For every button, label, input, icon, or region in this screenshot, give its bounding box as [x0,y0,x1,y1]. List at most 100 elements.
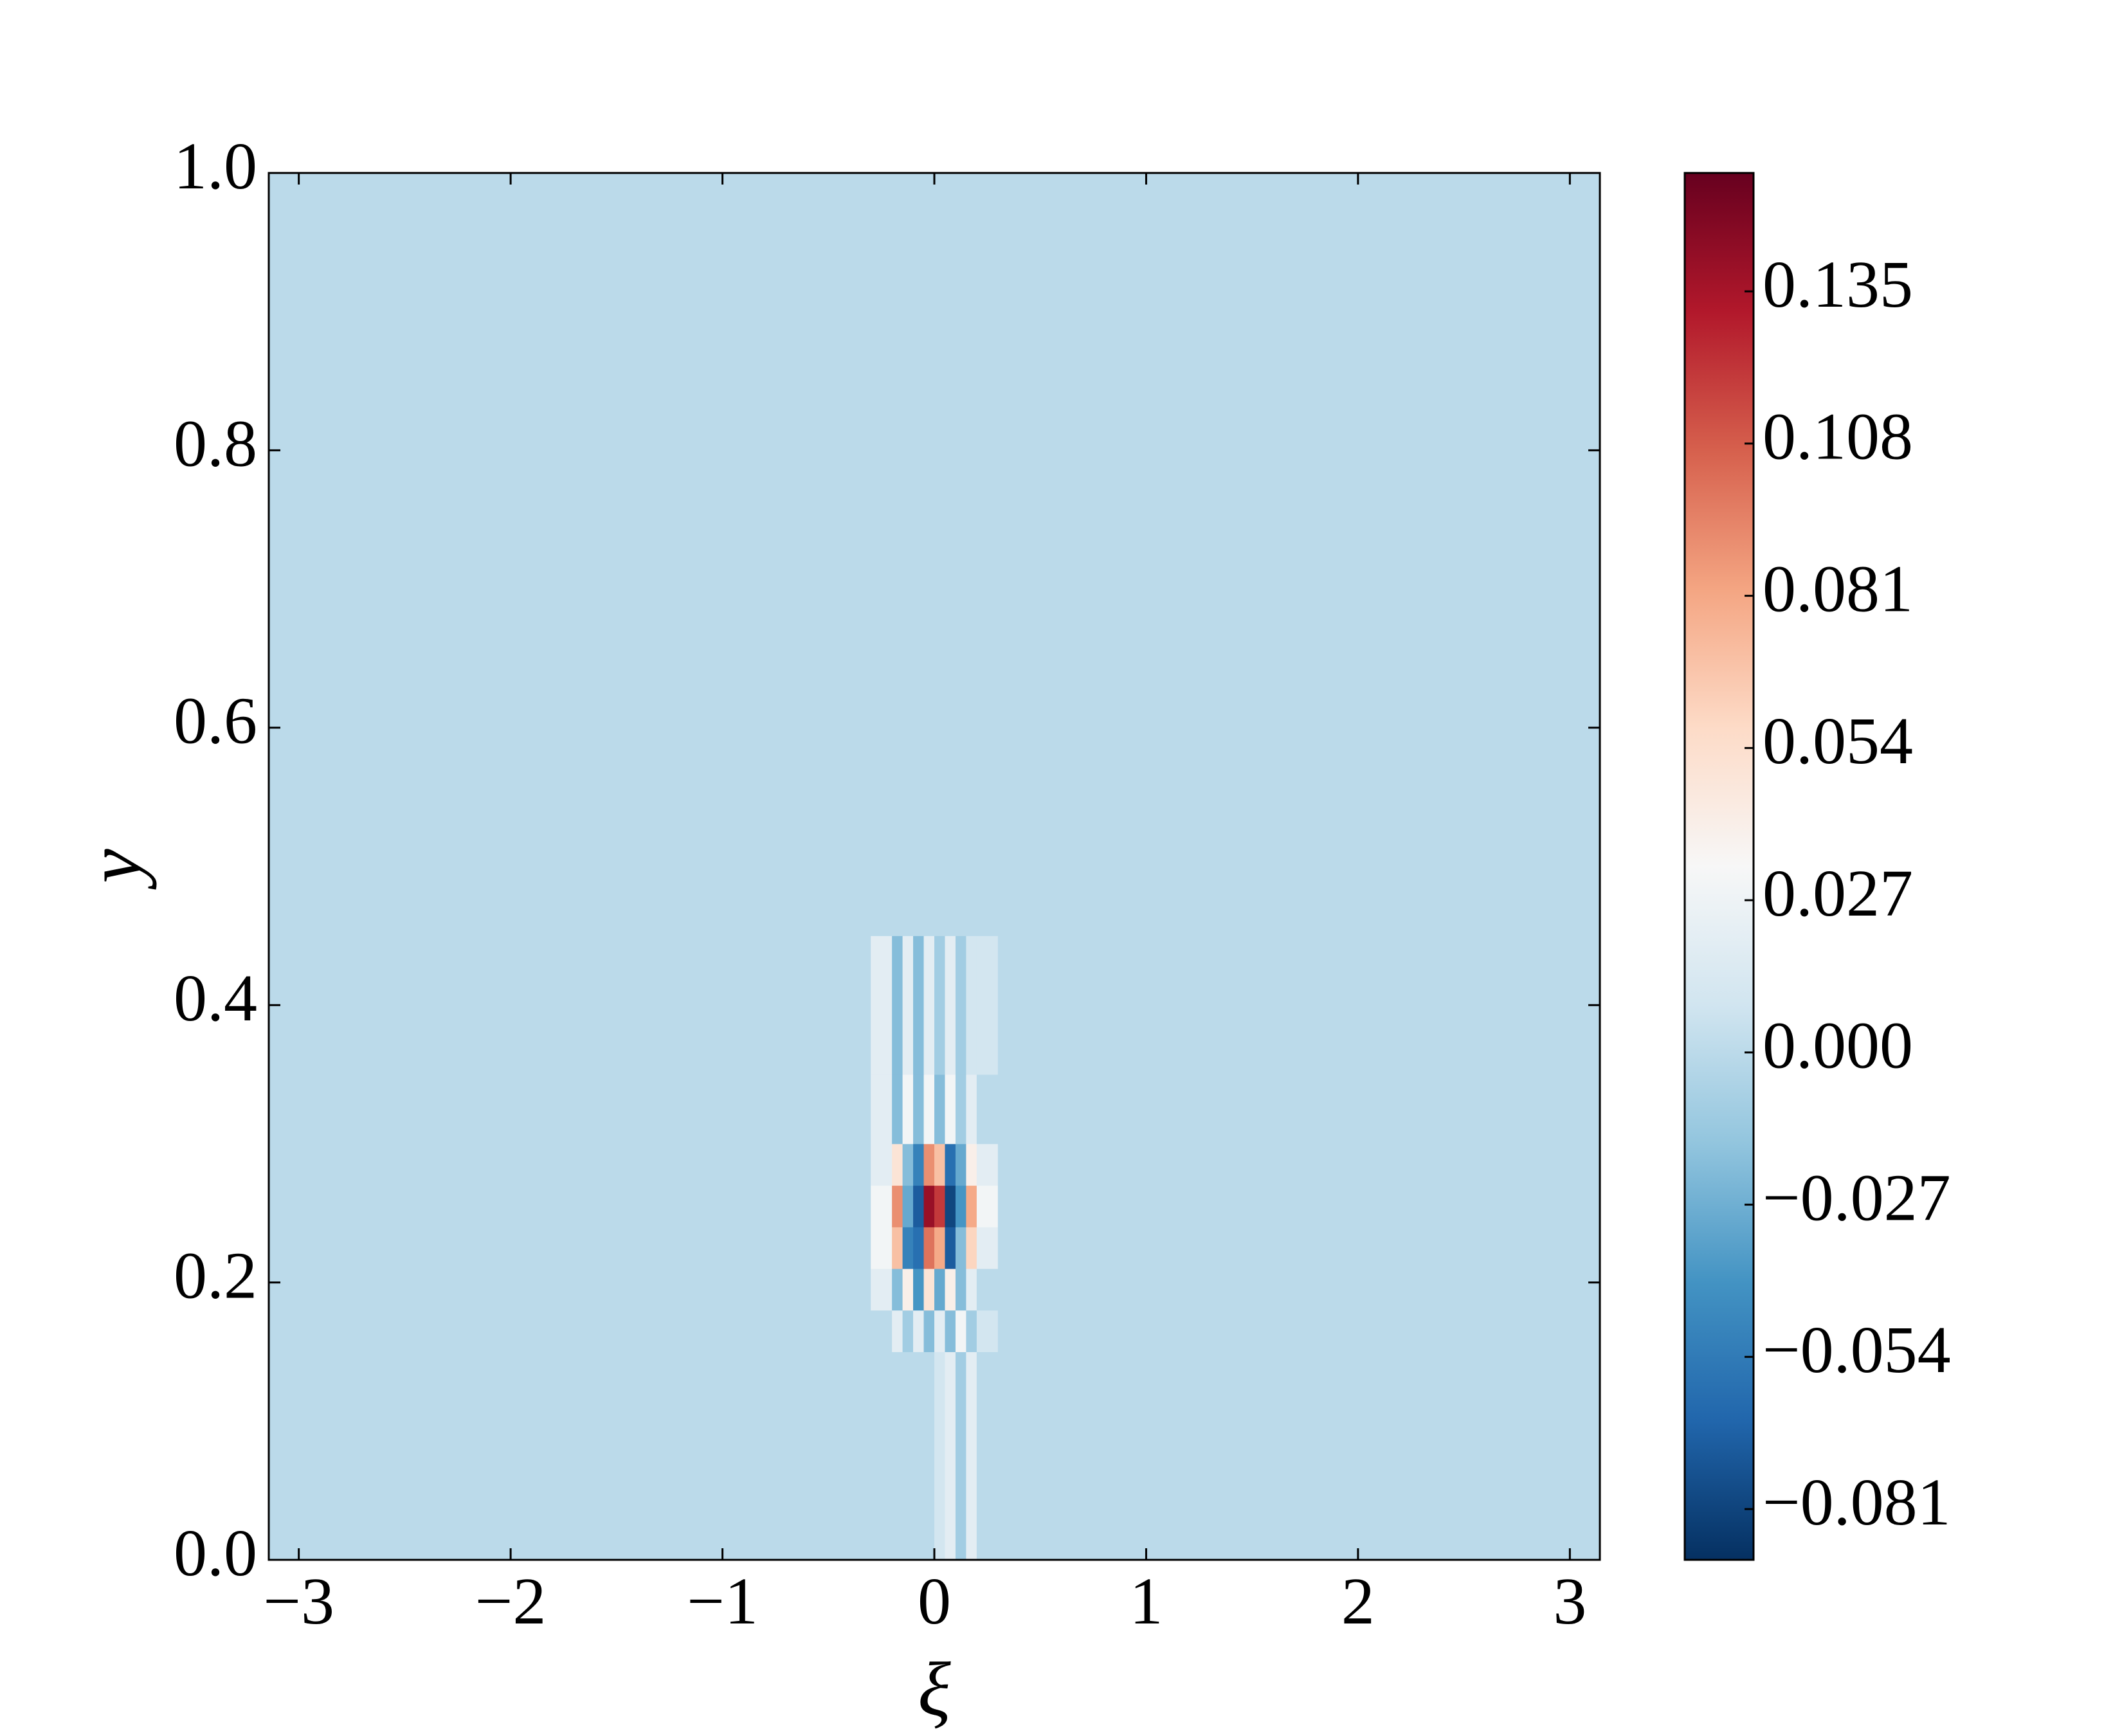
heatmap-cell [976,1310,999,1352]
heatmap-cell [966,1227,977,1269]
heatmap-cell [871,1143,893,1186]
heatmap-cell [997,1185,1601,1227]
heatmap-cell [902,1269,914,1311]
heatmap-cell [955,1143,966,1186]
heatmap-cell [923,1227,935,1269]
heatmap-cell [997,1352,1601,1560]
heatmap-cell [997,1227,1601,1269]
heatmap-cell [934,936,945,1075]
heatmap-cell [871,1074,893,1144]
heatmap-cell [945,1310,956,1352]
colorbar-tick-label: 0.027 [1763,856,1913,930]
heatmap-cell [966,1352,977,1560]
heatmap-cell [976,173,999,936]
heatmap-cell [976,1227,999,1269]
heatmap-cell [923,1352,935,1560]
heatmap-cell [892,936,903,1075]
y-tick-label: 0.8 [174,406,257,480]
heatmap-cell [934,1310,945,1352]
x-tick-label: 1 [1129,1564,1163,1638]
x-tick-label: 3 [1553,1564,1586,1638]
heatmap-cell [902,1143,914,1186]
heatmap-cell [923,936,935,1075]
heatmap-cell [945,1227,956,1269]
heatmap-cell [934,1143,945,1186]
heatmap-cell [976,1185,999,1227]
heatmap-cell [913,1227,925,1269]
heatmap-cell [976,1143,999,1186]
x-tick-label: 0 [918,1564,951,1638]
heatmap-cell [923,1074,935,1144]
heatmap-cell [871,936,893,1075]
heatmap-cell [966,173,977,936]
heatmap-cell [966,1185,977,1227]
colorbar [1683,172,1755,1561]
heatmap-cell [966,1269,977,1311]
colorbar-tick-label: −0.081 [1763,1465,1951,1539]
heatmap-cell [976,1074,999,1144]
heatmap-cell [945,1352,956,1560]
heatmap-cell [902,173,914,936]
heatmap-cell [892,1227,903,1269]
colorbar-tick-label: 0.081 [1763,552,1913,626]
colorbar-tick-label: −0.054 [1763,1313,1951,1387]
heatmap-cell [923,1185,935,1227]
heatmap-cell [997,936,1601,1075]
heatmap-cell [913,1352,925,1560]
heatmap-cell [892,173,903,936]
heatmap-cell [955,1269,966,1311]
y-tick-label: 1.0 [174,129,257,203]
heatmap-cell [934,173,945,936]
heatmap-cell [913,1185,925,1227]
heatmap-cell [902,1352,914,1560]
heatmap-cell [923,1310,935,1352]
heatmap-cell [955,1227,966,1269]
heatmap-cell [976,1352,999,1560]
heatmap-cell [934,1352,945,1560]
heatmap-cell [955,1310,966,1352]
heatmap-cell [269,1227,871,1269]
heatmap-cell [955,936,966,1075]
colorbar-tick-label: 0.000 [1763,1009,1913,1083]
heatmap-cell [923,173,935,936]
colorbar-tick-label: 0.108 [1763,400,1913,474]
y-tick-label: 0.4 [174,961,257,1035]
heatmap-cell [902,1310,914,1352]
heatmap-cell [871,1227,893,1269]
heatmap-cell [955,1352,966,1560]
heatmap-cell [892,1074,903,1144]
heatmap-cell [871,173,893,936]
heatmap-cell [892,1269,903,1311]
heatmap-cell [902,1227,914,1269]
y-tick-label: 0.2 [174,1238,257,1312]
y-axis-label: y [71,849,157,891]
heatmap-cell [997,1074,1601,1144]
colorbar-tick-label: 0.135 [1763,248,1913,321]
x-tick-label: 2 [1341,1564,1375,1638]
heatmap-cell [269,1310,871,1352]
heatmap-cell [955,1074,966,1144]
heatmap-cell [269,1143,871,1186]
heatmap-cell [945,1143,956,1186]
heatmap-cell [997,173,1601,936]
heatmap-cell [871,1310,893,1352]
heatmap-cell [945,936,956,1075]
heatmap-cell [913,936,925,1075]
heatmap-cell [945,1185,956,1227]
heatmap-cell [913,1143,925,1186]
heatmap-cell [934,1269,945,1311]
colorbar-tick-label: −0.027 [1763,1161,1951,1234]
heatmap-cell [902,1074,914,1144]
heatmap-cell [945,173,956,936]
heatmap-cell [871,1352,893,1560]
heatmap-cell [945,1269,956,1311]
heatmap-cell [966,936,977,1075]
heatmap-cell [269,1185,871,1227]
heatmap-cell [934,1227,945,1269]
heatmap-cell [913,173,925,936]
heatmap-cell [997,1143,1601,1186]
heatmap-cell [966,1074,977,1144]
heatmap-cell [997,1310,1601,1352]
heatmap-cell [269,173,871,936]
